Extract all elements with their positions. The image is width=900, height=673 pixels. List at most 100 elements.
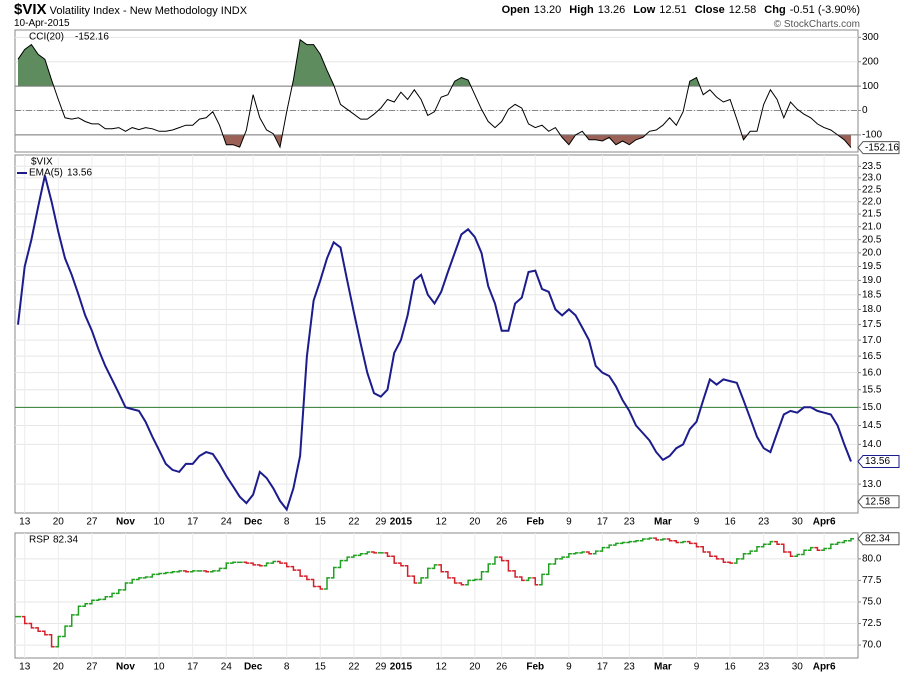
x-tick-label: 23: [624, 662, 636, 673]
price-bar: [283, 562, 290, 568]
price-bar: [149, 573, 156, 578]
y-tick-label: 16.5: [862, 351, 882, 362]
price-bar: [787, 551, 794, 558]
x-tick-label: 13: [19, 517, 31, 528]
x-tick-label: 23: [758, 517, 770, 528]
x-tick-label: 17: [597, 517, 609, 528]
x-tick-label: 22: [348, 662, 360, 673]
price-bar: [223, 562, 230, 570]
price-bar: [303, 575, 310, 581]
y-tick-label: 70.0: [862, 640, 882, 651]
y-tick-label: 19.0: [862, 275, 882, 286]
y-tick-label: 17.0: [862, 335, 882, 346]
y-tick-label: 19.5: [862, 261, 882, 272]
x-tick-label: Mar: [654, 517, 672, 528]
price-bar: [512, 570, 519, 578]
price-tag-label: 13.56: [865, 456, 890, 467]
x-tick-label: 9: [694, 662, 700, 673]
x-tick-label: 10: [154, 662, 166, 673]
price-bar: [498, 556, 505, 562]
price-bar: [397, 562, 404, 567]
legend-value: 13.56: [67, 168, 92, 179]
x-tick-label: 8: [284, 517, 290, 528]
price-bar: [760, 543, 767, 548]
y-tick-label: 20.5: [862, 234, 882, 245]
quote-label: High: [569, 4, 594, 16]
price-bar: [21, 615, 28, 625]
y-tick-label: -100: [862, 130, 882, 141]
x-tick-label: 15: [315, 662, 327, 673]
price-bar: [767, 540, 774, 545]
price-bar: [586, 551, 593, 555]
legend: CCI(20): [29, 32, 64, 43]
price-bar: [357, 552, 364, 557]
x-tick-label: 8: [284, 662, 290, 673]
x-tick-label: 26: [496, 662, 508, 673]
quote-label: Open: [501, 4, 530, 16]
quote-value: 12.51: [659, 4, 687, 16]
x-tick-label: Nov: [116, 662, 135, 673]
price-bar: [485, 563, 492, 573]
price-bar: [431, 564, 438, 570]
y-tick-label: 20.0: [862, 248, 882, 259]
price-bar: [203, 570, 210, 573]
x-tick-label: 16: [725, 662, 737, 673]
price-bar: [606, 544, 613, 549]
x-tick-label: 22: [348, 517, 360, 528]
y-tick-label: 80.0: [862, 554, 882, 565]
y-tick-label: 200: [862, 56, 879, 67]
y-tick-label: 77.5: [862, 575, 882, 586]
symbol: $VIX: [14, 1, 47, 18]
x-tick-label: 27: [86, 517, 98, 528]
price-bar: [216, 567, 223, 572]
price-tag: [857, 532, 900, 546]
x-tick-label: Apr6: [813, 662, 836, 673]
price-bar: [794, 553, 801, 558]
x-tick-label: 15: [315, 517, 327, 528]
price-tag: [857, 141, 900, 155]
x-tick-label: 23: [758, 662, 770, 673]
title-row: $VIX Volatility Index - New Methodology …: [14, 1, 247, 18]
price-bar: [256, 564, 263, 567]
y-tick-label: 300: [862, 32, 879, 43]
price-bar: [646, 537, 653, 540]
price-bar: [491, 556, 498, 565]
price-bar: [115, 589, 122, 595]
price-bar: [619, 541, 626, 545]
legend: EMA(5): [29, 168, 63, 179]
price-bar: [538, 573, 545, 586]
price-bar: [276, 560, 283, 564]
price-bar: [800, 549, 807, 556]
price-bar: [599, 546, 606, 552]
price-bar: [780, 543, 787, 553]
y-tick-label: 17.5: [862, 319, 882, 330]
price-bar: [182, 570, 189, 573]
y-tick-label: 75.0: [862, 597, 882, 608]
x-tick-label: 9: [566, 662, 572, 673]
price-bar: [713, 555, 720, 560]
price-bar: [88, 599, 95, 605]
price-bar: [109, 592, 116, 598]
price-bar: [350, 554, 357, 558]
legend-value: 82.34: [53, 535, 78, 546]
price-bar: [659, 538, 666, 541]
quote-label: Close: [694, 4, 725, 16]
price-bar: [75, 605, 82, 616]
price-bar: [418, 577, 425, 584]
x-tick-label: 30: [792, 517, 804, 528]
quote-label: Low: [633, 4, 656, 16]
x-tick-label: 17: [597, 662, 609, 673]
price-bar: [807, 546, 814, 551]
panel: [14, 154, 859, 514]
price-bar: [451, 577, 458, 584]
quote-value: 13.26: [597, 4, 626, 16]
price-bar: [250, 562, 257, 566]
y-tick-label: 22.0: [862, 196, 882, 207]
price-bar: [344, 556, 351, 562]
legend-value: -152.16: [75, 32, 109, 43]
price-bar: [465, 579, 472, 586]
price-bar: [518, 576, 525, 582]
y-tick-label: 23.5: [862, 161, 882, 172]
price-bar: [841, 540, 848, 544]
price-bar: [559, 556, 566, 560]
